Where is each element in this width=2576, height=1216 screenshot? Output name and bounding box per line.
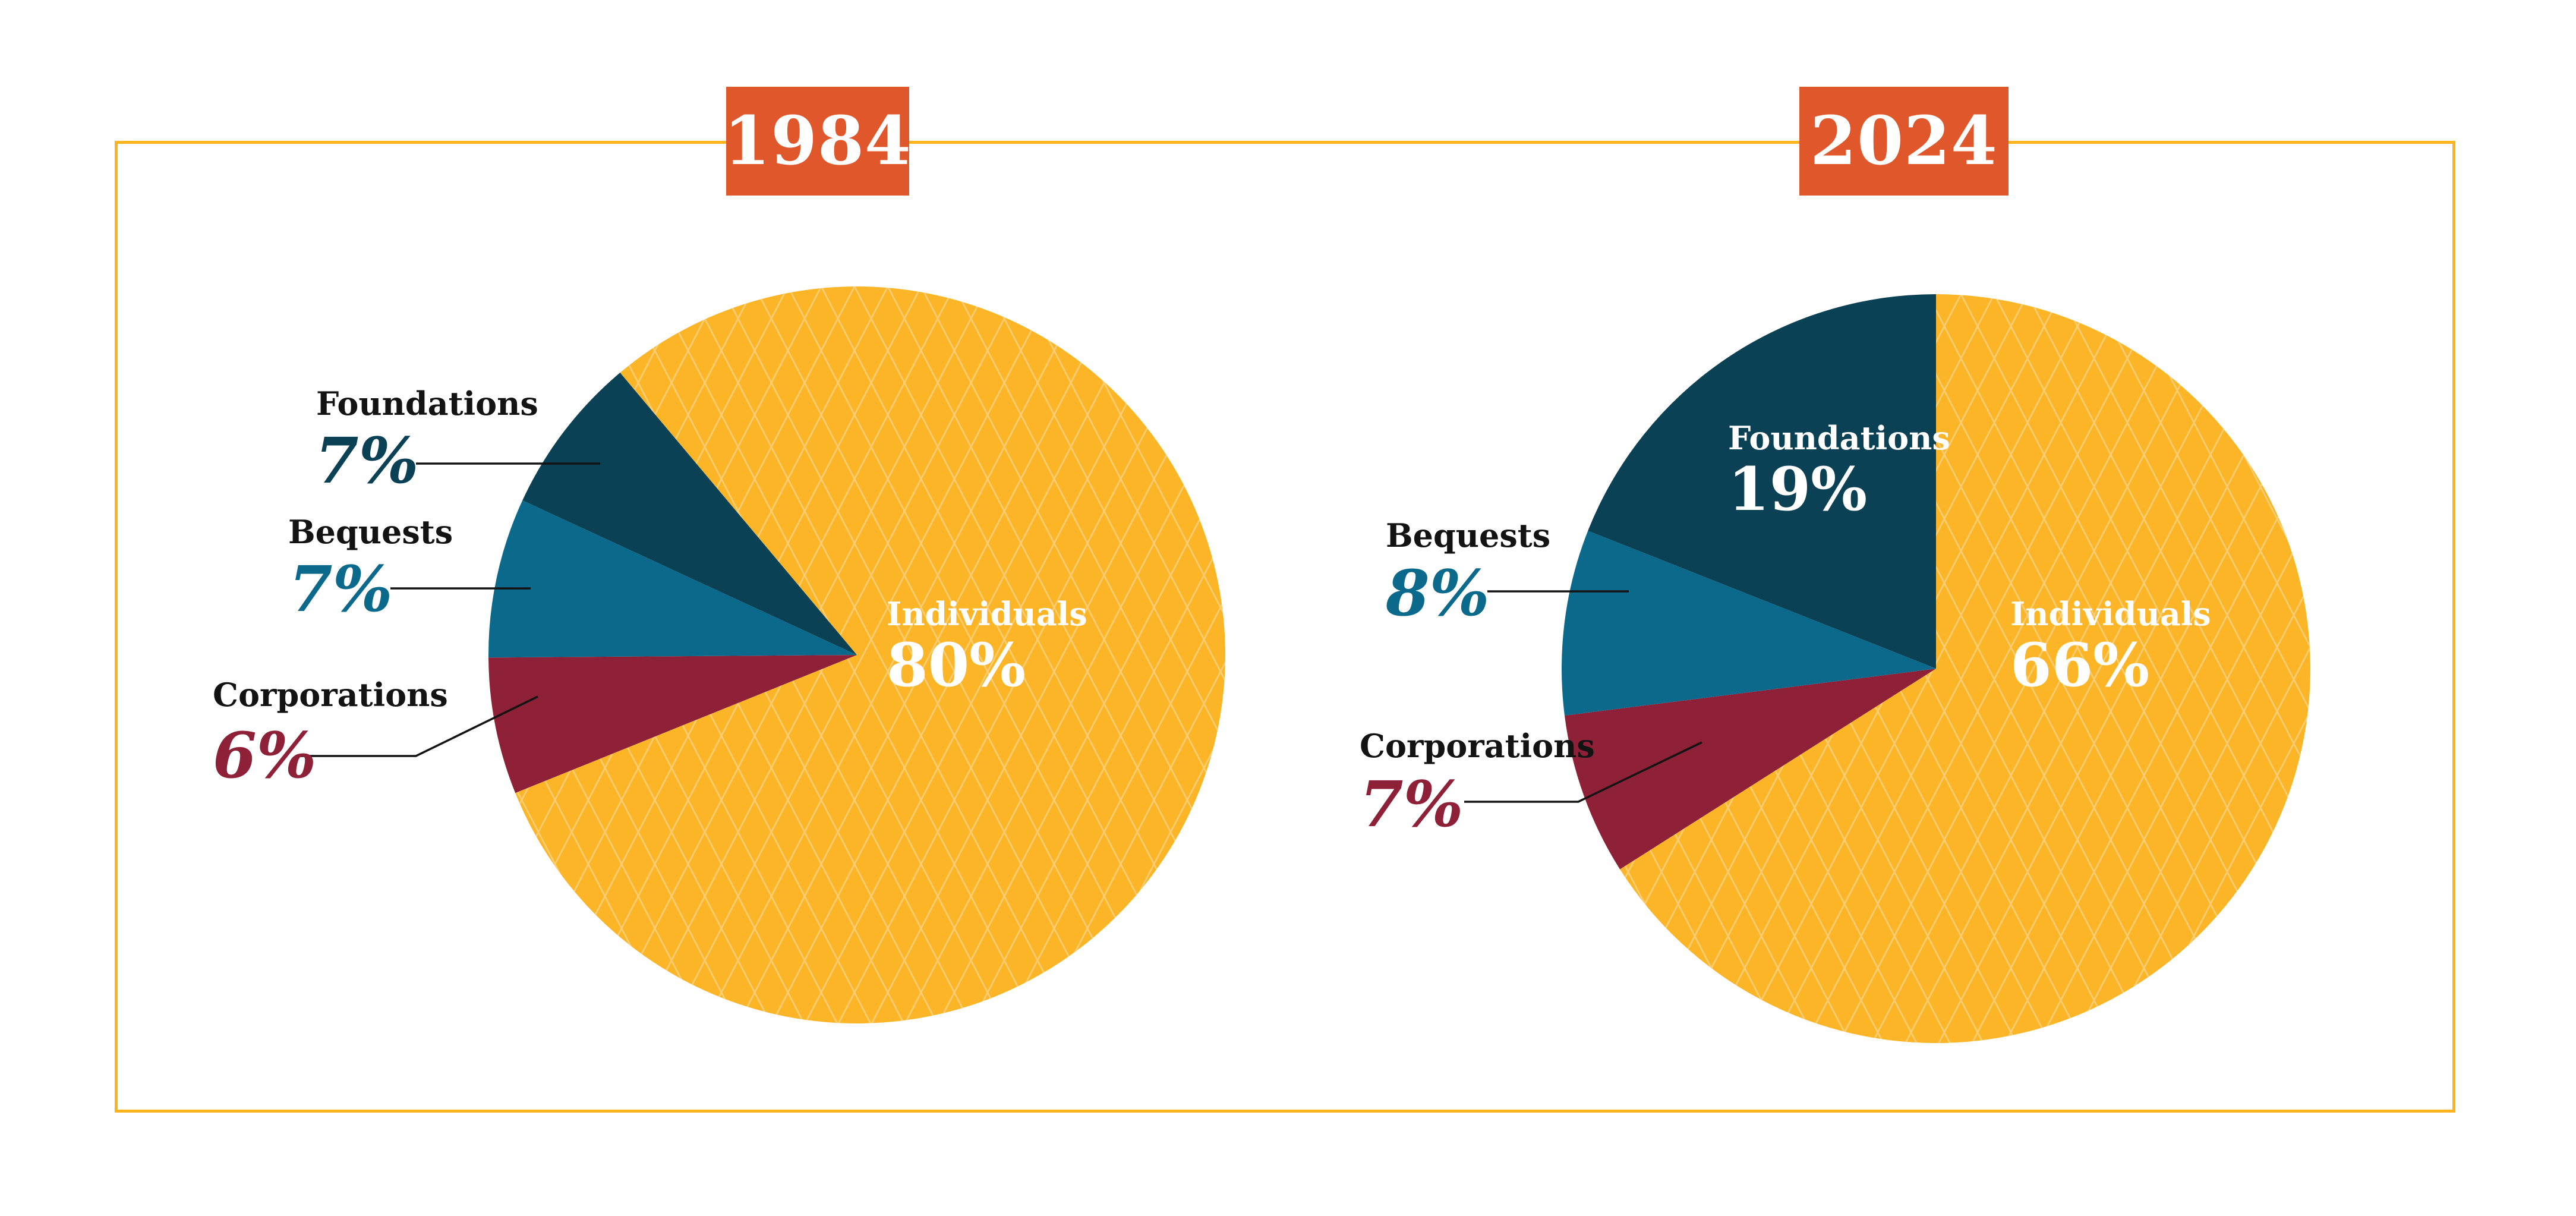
label-2024-corporations: Corporations	[1360, 727, 1595, 765]
pie-1984-slice-bequests	[488, 500, 857, 658]
pie-chart-2024	[1562, 294, 2310, 1043]
inside-label-1984-individuals: Individuals 80%	[887, 596, 1087, 698]
label-1984-individuals: Individuals	[887, 595, 1087, 633]
label-2024-bequests: Bequests	[1386, 516, 1551, 555]
value-1984-corporations: 6%	[213, 718, 317, 792]
pie-1984-slice-foundations	[522, 373, 857, 655]
value-2024-individuals: 66%	[2010, 630, 2150, 701]
value-1984-bequests: 7%	[289, 552, 393, 626]
value-1984-individuals: 80%	[887, 630, 1026, 701]
label-1984-foundations: Foundations	[316, 385, 538, 423]
pie-2024-slice-foundations	[1588, 294, 1936, 669]
label-1984-corporations: Corporations	[213, 676, 448, 714]
inside-label-2024-foundations: Foundations 19%	[1728, 420, 1950, 522]
pie-2024-slice-corporations	[1564, 669, 1936, 870]
year-label-2024: 2024	[1810, 102, 1998, 180]
label-2024-individuals: Individuals	[2010, 595, 2211, 633]
value-1984-foundations: 7%	[315, 423, 419, 497]
value-2024-bequests: 8%	[1386, 556, 1490, 630]
pie-chart-1984	[488, 286, 1225, 1023]
inside-label-2024-individuals: Individuals 66%	[2010, 596, 2211, 698]
content-frame-border	[115, 141, 2455, 1113]
pie-2024-slice-bequests	[1562, 531, 1936, 716]
label-1984-bequests: Bequests	[288, 513, 453, 551]
label-2024-foundations: Foundations	[1728, 419, 1950, 457]
year-badge-2024: 2024	[1799, 87, 2009, 196]
value-2024-corporations: 7%	[1360, 767, 1464, 841]
year-label-1984: 1984	[724, 102, 912, 180]
value-2024-foundations: 19%	[1728, 454, 1868, 525]
year-badge-1984: 1984	[724, 87, 912, 196]
pie-1984-slice-individuals-pattern	[515, 286, 1225, 1023]
pie-1984-slice-corporations	[488, 655, 857, 793]
pie-2024-slice-individuals-pattern	[1620, 294, 2310, 1043]
